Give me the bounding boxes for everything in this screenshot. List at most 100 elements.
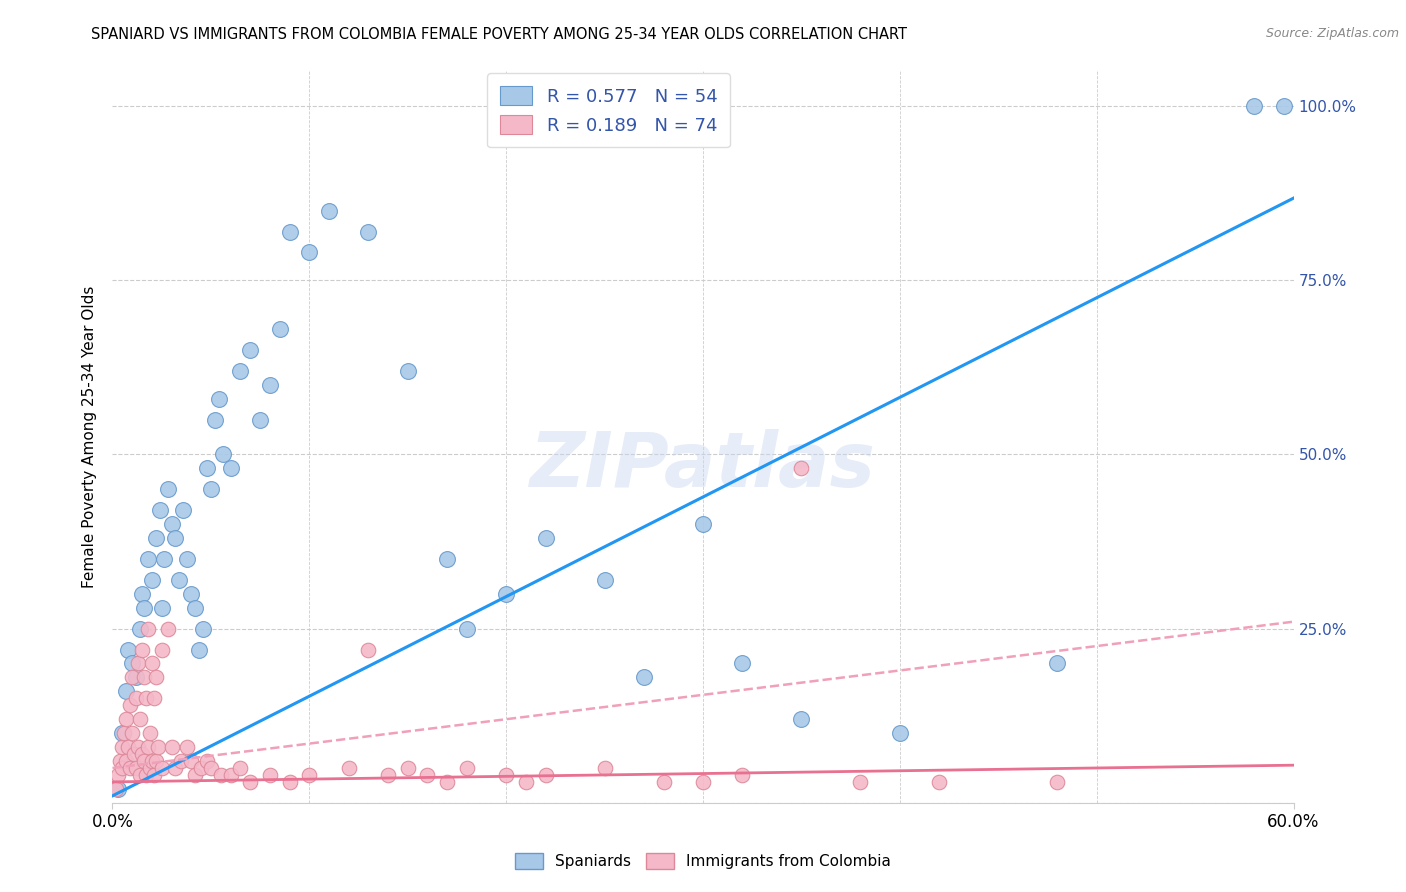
Point bbox=[135, 691, 157, 706]
Point bbox=[172, 503, 194, 517]
Point bbox=[115, 712, 138, 726]
Point bbox=[593, 761, 616, 775]
Point bbox=[139, 761, 162, 775]
Point bbox=[132, 600, 155, 615]
Point bbox=[152, 552, 174, 566]
Point bbox=[534, 768, 557, 782]
Point bbox=[1272, 99, 1295, 113]
Text: SPANIARD VS IMMIGRANTS FROM COLOMBIA FEMALE POVERTY AMONG 25-34 YEAR OLDS CORREL: SPANIARD VS IMMIGRANTS FROM COLOMBIA FEM… bbox=[91, 27, 907, 42]
Point bbox=[107, 781, 129, 796]
Point bbox=[141, 657, 163, 671]
Point bbox=[141, 754, 163, 768]
Point bbox=[107, 768, 129, 782]
Point bbox=[436, 775, 458, 789]
Point bbox=[141, 573, 163, 587]
Point bbox=[112, 726, 135, 740]
Legend: Spaniards, Immigrants from Colombia: Spaniards, Immigrants from Colombia bbox=[509, 847, 897, 875]
Point bbox=[195, 754, 218, 768]
Point bbox=[136, 552, 159, 566]
Point bbox=[142, 768, 165, 782]
Point bbox=[149, 503, 172, 517]
Point bbox=[188, 642, 211, 657]
Legend: R = 0.577   N = 54, R = 0.189   N = 74: R = 0.577 N = 54, R = 0.189 N = 74 bbox=[486, 73, 730, 147]
Point bbox=[456, 622, 478, 636]
Point bbox=[146, 740, 169, 755]
Point bbox=[204, 412, 226, 426]
Point bbox=[180, 754, 202, 768]
Point bbox=[165, 531, 187, 545]
Point bbox=[396, 761, 419, 775]
Point bbox=[190, 761, 212, 775]
Point bbox=[652, 775, 675, 789]
Point bbox=[1046, 775, 1069, 789]
Point bbox=[180, 587, 202, 601]
Point bbox=[111, 761, 134, 775]
Point bbox=[219, 461, 242, 475]
Point bbox=[396, 364, 419, 378]
Point bbox=[495, 587, 517, 601]
Point bbox=[184, 600, 207, 615]
Point bbox=[357, 642, 380, 657]
Point bbox=[121, 726, 143, 740]
Point bbox=[209, 768, 232, 782]
Point bbox=[135, 768, 157, 782]
Point bbox=[129, 768, 152, 782]
Point bbox=[132, 754, 155, 768]
Point bbox=[156, 483, 179, 497]
Point bbox=[239, 343, 262, 357]
Point bbox=[121, 657, 143, 671]
Point bbox=[495, 768, 517, 782]
Point bbox=[169, 573, 191, 587]
Point bbox=[928, 775, 950, 789]
Point bbox=[120, 761, 142, 775]
Point bbox=[129, 622, 152, 636]
Text: ZIPatlas: ZIPatlas bbox=[530, 429, 876, 503]
Point bbox=[127, 740, 149, 755]
Point bbox=[229, 761, 252, 775]
Point bbox=[127, 657, 149, 671]
Point bbox=[121, 670, 143, 684]
Point bbox=[139, 726, 162, 740]
Point bbox=[239, 775, 262, 789]
Point bbox=[200, 483, 222, 497]
Point bbox=[156, 622, 179, 636]
Point bbox=[229, 364, 252, 378]
Point bbox=[298, 768, 321, 782]
Point bbox=[790, 461, 813, 475]
Point bbox=[117, 740, 139, 755]
Point bbox=[131, 642, 153, 657]
Point bbox=[142, 691, 165, 706]
Point bbox=[790, 712, 813, 726]
Point bbox=[170, 754, 193, 768]
Point bbox=[337, 761, 360, 775]
Point bbox=[150, 600, 173, 615]
Point bbox=[298, 245, 321, 260]
Point bbox=[125, 691, 148, 706]
Point bbox=[129, 712, 152, 726]
Point bbox=[889, 726, 911, 740]
Point bbox=[534, 531, 557, 545]
Point bbox=[160, 740, 183, 755]
Point bbox=[150, 642, 173, 657]
Point bbox=[111, 740, 134, 755]
Point bbox=[117, 642, 139, 657]
Point bbox=[125, 670, 148, 684]
Point bbox=[122, 747, 145, 761]
Point bbox=[176, 740, 198, 755]
Point bbox=[120, 698, 142, 713]
Point bbox=[165, 761, 187, 775]
Point bbox=[692, 517, 714, 532]
Point bbox=[184, 768, 207, 782]
Point bbox=[633, 670, 655, 684]
Point bbox=[249, 412, 271, 426]
Point bbox=[105, 781, 128, 796]
Point bbox=[593, 573, 616, 587]
Point bbox=[515, 775, 537, 789]
Point bbox=[416, 768, 439, 782]
Point bbox=[849, 775, 872, 789]
Point bbox=[200, 761, 222, 775]
Point bbox=[278, 775, 301, 789]
Point bbox=[436, 552, 458, 566]
Point bbox=[357, 225, 380, 239]
Text: Source: ZipAtlas.com: Source: ZipAtlas.com bbox=[1265, 27, 1399, 40]
